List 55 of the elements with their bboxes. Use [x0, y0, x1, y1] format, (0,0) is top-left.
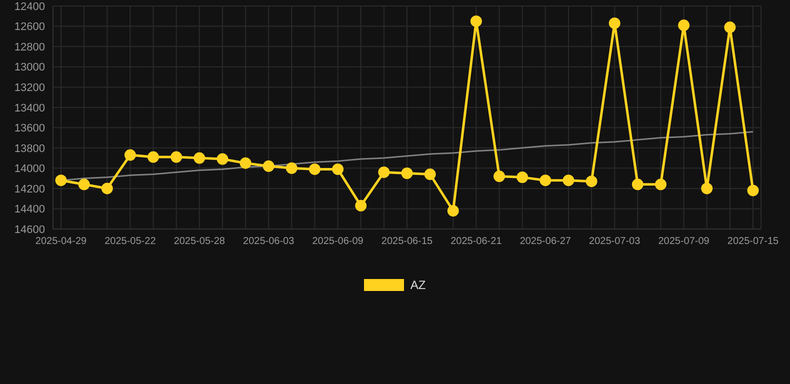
point	[55, 174, 67, 186]
y-tick-label: 13000	[14, 62, 45, 74]
y-tick-label: 12400	[14, 0, 45, 13]
y-tick-label: 14200	[14, 183, 45, 196]
point	[724, 22, 736, 34]
point	[194, 152, 206, 164]
y-tick-label: 13200	[14, 82, 45, 94]
point	[678, 20, 690, 32]
y-tick-label: 13800	[14, 142, 45, 155]
y-tick-label: 14600	[14, 224, 45, 236]
point	[540, 174, 552, 186]
point	[262, 160, 274, 172]
point	[516, 172, 528, 184]
y-tick-label: 13600	[14, 122, 45, 135]
point	[586, 176, 598, 188]
point	[608, 17, 620, 29]
x-tick-label: 2025-07-09	[658, 236, 710, 248]
point	[101, 182, 113, 194]
point	[562, 174, 574, 186]
point	[494, 170, 506, 182]
point	[148, 151, 160, 163]
point	[470, 15, 482, 27]
point	[654, 178, 666, 190]
point	[286, 162, 298, 174]
point	[308, 163, 320, 175]
x-tick-label: 2025-06-09	[312, 236, 364, 248]
x-tick-label: 2025-06-03	[243, 236, 295, 248]
point	[216, 153, 228, 165]
x-tick-label: 2025-04-29	[35, 236, 88, 248]
x-tick-label: 2025-07-03	[589, 236, 641, 248]
point	[447, 205, 459, 217]
point	[701, 182, 713, 194]
point	[401, 168, 413, 179]
x-tick-label: 2025-05-28	[174, 236, 226, 248]
point	[170, 151, 182, 163]
y-tick-label: 12600	[14, 21, 45, 34]
y-tick-label: 14000	[14, 163, 45, 176]
point	[124, 149, 136, 161]
point	[747, 184, 759, 196]
y-tick-label: 12800	[14, 41, 45, 54]
point	[332, 163, 344, 175]
legend-label: AZ	[410, 278, 426, 292]
x-tick-label: 2025-07-15	[727, 236, 780, 248]
x-tick-label: 2025-06-27	[520, 236, 572, 248]
point	[240, 157, 252, 169]
point	[632, 178, 644, 190]
point	[78, 178, 90, 190]
point	[355, 200, 367, 212]
point	[424, 168, 436, 180]
point	[378, 166, 390, 178]
y-tick-label: 13400	[14, 102, 45, 114]
x-tick-label: 2025-06-15	[381, 236, 434, 248]
y-tick-label: 14400	[14, 204, 45, 216]
x-tick-label: 2025-05-22	[104, 236, 156, 248]
x-tick-label: 2025-06-21	[450, 236, 502, 248]
